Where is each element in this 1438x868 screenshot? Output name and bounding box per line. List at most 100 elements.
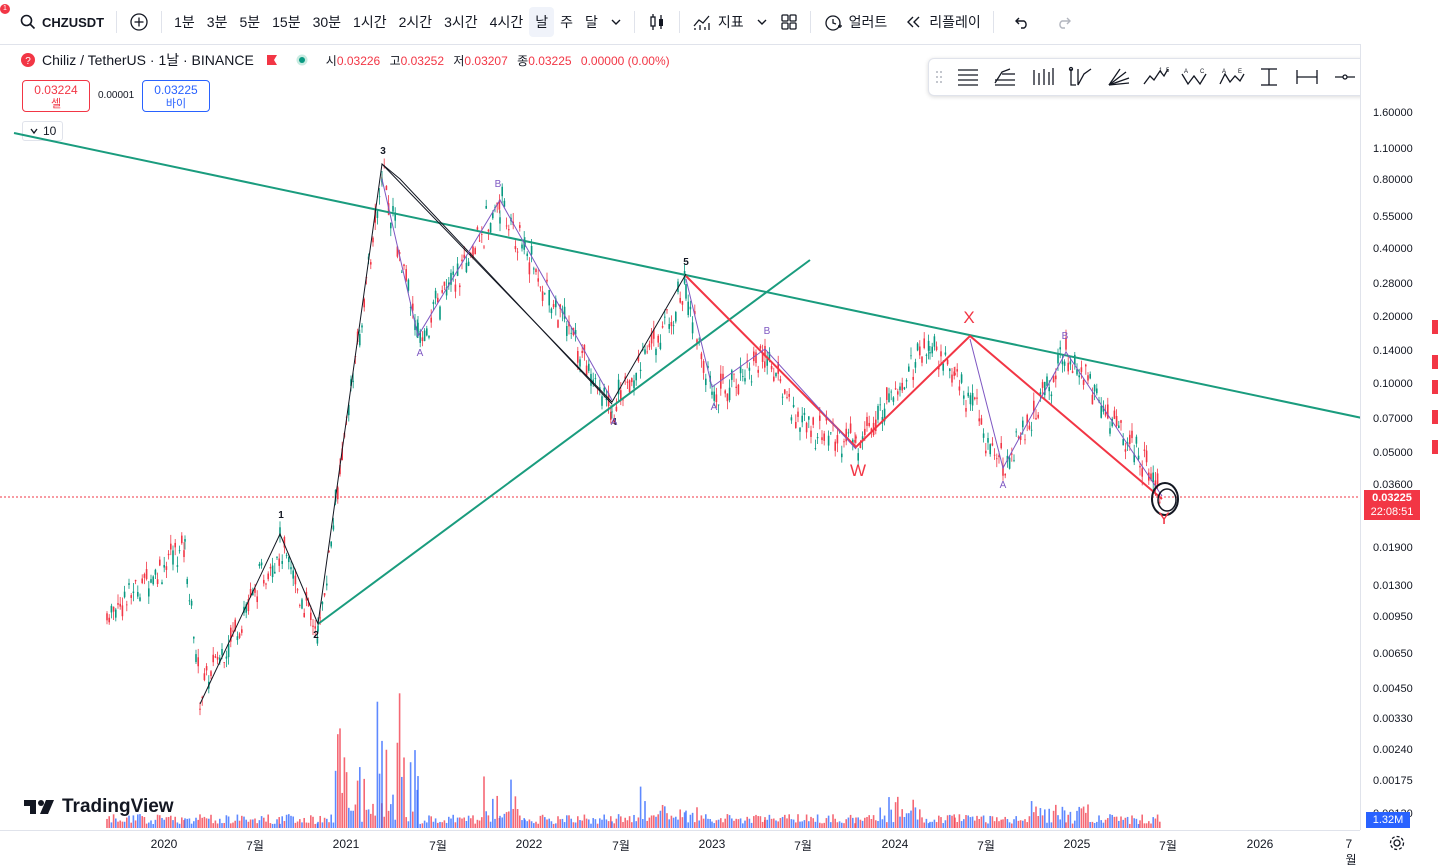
impulse-wave[interactable]: [199, 162, 687, 705]
redo-icon: [1056, 15, 1074, 29]
interval-5m[interactable]: 5분: [239, 14, 261, 30]
candle-body: [910, 355, 912, 357]
volume-bar: [252, 819, 254, 828]
tradingview-logo[interactable]: TradingView: [24, 796, 174, 818]
candle-body: [172, 550, 174, 565]
flag-icon[interactable]: [266, 54, 278, 66]
interval-1mo[interactable]: 달: [585, 14, 598, 30]
gann-fan-tool-icon[interactable]: [1100, 62, 1138, 92]
candle-body: [385, 185, 388, 191]
sell-button[interactable]: 0.03224 셀: [22, 80, 90, 112]
candle-body: [805, 422, 808, 433]
volume-bar: [921, 817, 923, 828]
alert-marker: [1432, 355, 1438, 369]
interval-4h[interactable]: 4시간: [489, 14, 524, 30]
date-range-tool-icon[interactable]: [1288, 62, 1326, 92]
volume-bar: [733, 820, 735, 828]
interval-1w[interactable]: 주: [560, 14, 573, 30]
bars-pattern-tool-icon[interactable]: [1062, 62, 1100, 92]
candle-body: [622, 399, 624, 401]
volume-bar: [1107, 818, 1109, 828]
chart-type-button[interactable]: [641, 7, 673, 37]
fib-extension-tool-icon[interactable]: [987, 62, 1025, 92]
candle-body: [650, 332, 653, 344]
symbol-search[interactable]: CHZUSDT: [14, 7, 110, 37]
fib-retracement-tool-icon[interactable]: [949, 62, 987, 92]
candle-body: [1052, 375, 1055, 383]
candle-body: [1120, 420, 1122, 423]
settings-gear-icon[interactable]: [1388, 834, 1406, 857]
notification-badge[interactable]: 1: [0, 4, 10, 14]
volume-bar: [664, 806, 666, 828]
pitchfork-tool-icon[interactable]: [1024, 62, 1062, 92]
interval-2h[interactable]: 2시간: [398, 14, 433, 30]
volume-bar: [201, 817, 203, 828]
volume-bar: [929, 821, 931, 828]
interval-1d[interactable]: 날: [529, 7, 555, 37]
candle-body: [279, 527, 281, 537]
interval-1m[interactable]: 1분: [174, 14, 195, 30]
indicators-dropdown[interactable]: [750, 7, 774, 37]
volume-bar: [852, 817, 854, 828]
candle-body: [234, 619, 236, 631]
volume-bar: [1069, 811, 1072, 828]
price-axis[interactable]: 1.60000 1.10000 0.80000 0.55000 0.40000 0.280…: [1360, 44, 1438, 830]
interval-3m[interactable]: 3분: [206, 14, 228, 30]
wxy-correction[interactable]: [685, 275, 1163, 500]
candle-body: [256, 596, 258, 603]
volume-bar: [991, 816, 994, 828]
volume-bar: [777, 821, 779, 828]
volume-bar: [881, 819, 884, 828]
volume-bar: [958, 814, 961, 828]
replay-button[interactable]: 리플레이: [899, 7, 987, 37]
layout-button[interactable]: [774, 7, 804, 37]
candle-body: [750, 381, 753, 383]
upper-trendline[interactable]: [13, 132, 1360, 419]
candle-body: [163, 564, 165, 568]
candle-body: [314, 626, 316, 629]
long-position-tool-icon[interactable]: [1250, 62, 1288, 92]
candle-body: [321, 601, 324, 605]
candle-body: [501, 186, 503, 197]
horizontal-line-tool-icon[interactable]: [1326, 62, 1364, 92]
candle-body: [1039, 392, 1042, 395]
interval-1h[interactable]: 1시간: [353, 14, 387, 30]
volume-bar: [281, 816, 283, 828]
volume-bar: [423, 820, 426, 828]
volume-bar: [1065, 822, 1067, 828]
interval-dropdown[interactable]: [604, 7, 628, 37]
candle-body: [1156, 473, 1159, 485]
price-chart[interactable]: 1 2 3 4 5 A B A B A B A W X Y: [0, 44, 1360, 830]
volume-bar: [949, 814, 951, 828]
candle-body: [753, 351, 755, 362]
compare-button[interactable]: [123, 7, 155, 37]
candle-body: [574, 330, 577, 335]
candle-body: [713, 391, 715, 401]
candle-body: [611, 411, 613, 413]
candle-body: [463, 254, 465, 258]
abc-correction-3[interactable]: [969, 338, 1163, 497]
interval-30m[interactable]: 30분: [312, 14, 342, 30]
abc-correction-1[interactable]: [381, 178, 613, 401]
interval-15m[interactable]: 15분: [272, 14, 301, 30]
volume-bar: [437, 822, 439, 828]
drag-handle[interactable]: [929, 62, 949, 92]
abc-correction-2[interactable]: [685, 278, 857, 450]
volume-bar: [1141, 814, 1143, 828]
buy-button[interactable]: 0.03225 바이: [142, 80, 210, 112]
undo-button[interactable]: [1006, 7, 1036, 37]
candle-body: [570, 332, 572, 334]
alert-button[interactable]: 얼러트: [817, 7, 894, 37]
indicators-button[interactable]: 지표: [686, 7, 750, 37]
legend-title[interactable]: Chiliz / TetherUS · 1날 · BINANCE: [42, 52, 254, 68]
interval-3h[interactable]: 3시간: [444, 14, 478, 30]
time-axis[interactable]: 2020 7월 2021 7월 2022 7월 2023 7월 2024 7월 2025 7월 2026…: [0, 830, 1360, 867]
volume-bar: [428, 815, 430, 828]
circle-annotation[interactable]: [1151, 482, 1179, 516]
redo-button[interactable]: [1050, 7, 1080, 37]
lower-trendline[interactable]: [317, 259, 811, 625]
candle-body: [249, 588, 252, 597]
